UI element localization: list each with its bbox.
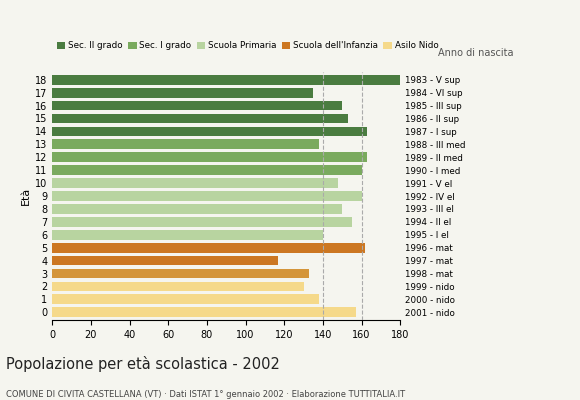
Bar (52, 243, 365, 252)
Bar (52, 308, 356, 317)
Text: Popolazione per età scolastica - 2002: Popolazione per età scolastica - 2002 (6, 356, 280, 372)
Bar (52, 294, 319, 304)
Text: Anno di nascita: Anno di nascita (438, 48, 513, 58)
Bar (52, 165, 361, 175)
Bar (52, 178, 338, 188)
Legend: Sec. II grado, Sec. I grado, Scuola Primaria, Scuola dell'Infanzia, Asilo Nido: Sec. II grado, Sec. I grado, Scuola Prim… (57, 41, 438, 50)
Bar (52, 204, 342, 214)
Bar (52, 126, 367, 136)
Bar (52, 230, 323, 240)
Bar (52, 217, 352, 227)
Bar (52, 282, 303, 291)
Bar (52, 256, 278, 266)
Bar (52, 269, 309, 278)
Y-axis label: Età: Età (21, 187, 31, 205)
Bar (52, 152, 367, 162)
Bar (52, 75, 400, 84)
Bar (52, 140, 319, 149)
Bar (52, 101, 342, 110)
Bar (52, 88, 313, 98)
Bar (52, 191, 361, 201)
Bar (52, 114, 348, 123)
Text: COMUNE DI CIVITA CASTELLANA (VT) · Dati ISTAT 1° gennaio 2002 · Elaborazione TUT: COMUNE DI CIVITA CASTELLANA (VT) · Dati … (6, 390, 405, 399)
